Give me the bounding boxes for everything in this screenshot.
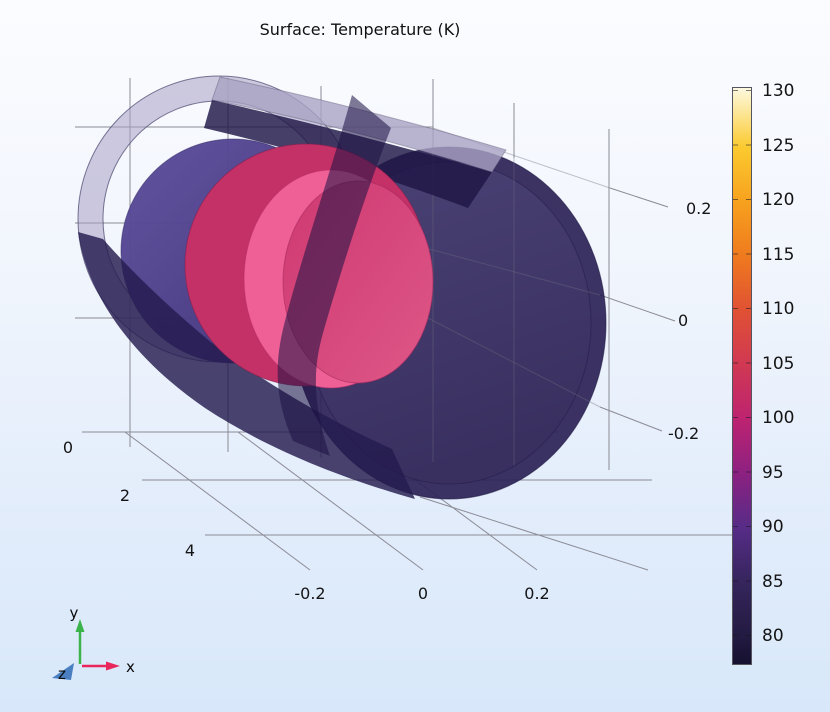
colorbar-tick-label: 95 [762,463,784,483]
z-axis-tick-label: 4 [185,541,195,560]
colorbar-tick-label: 85 [762,572,784,592]
colorbar-tick-label: 110 [762,299,795,319]
axis-labels: 0.2 0 -0.2 -0.2 0 0.2 0 2 4 [63,199,712,603]
z-axis-tick-label: 2 [120,486,130,505]
y-tick-line [599,294,676,322]
x-axis-tick-label: 0.2 [524,584,549,603]
y-axis-label: y [70,604,79,622]
y-axis-tick-label: 0 [678,311,688,330]
plot-title: Surface: Temperature (K) [259,20,461,39]
z-axis-tick-label: 0 [63,438,73,457]
colorbar-tick-label: 130 [762,81,795,101]
z-axis-marker-icon [52,663,74,680]
grid-line [237,431,424,571]
x-axis-arrowhead-icon [106,661,120,671]
outer-cylinder-side-wall [78,232,415,499]
grid-line [419,496,649,571]
model-geometry [77,75,611,500]
colorbar-labels: 130 125 120 115 110 105 100 95 90 85 80 [762,82,822,665]
grid-line [124,431,311,571]
colorbar-tick-label: 100 [762,408,795,428]
y-axis-tick-label: -0.2 [668,424,699,443]
orientation-indicator: y x z [52,604,135,683]
colorbar-tick-marks [733,90,738,638]
colorbar-tick-marks [746,90,751,638]
colorbar-tick-label: 120 [762,190,795,210]
colorbar-tick-label: 115 [762,245,795,265]
grid-line [427,317,601,408]
y-axis-tick-label: 0.2 [686,199,711,218]
x-axis-tick-label: -0.2 [294,584,325,603]
colorbar-tick-label: 90 [762,517,784,537]
outer-wall-shadow-band [277,95,391,456]
colorbar-tick-label: 80 [762,626,784,646]
z-axis-label: z [58,665,66,683]
x-axis-label: x [126,658,135,676]
x-axis-tick-label: 0 [418,584,428,603]
colorbar [732,87,752,665]
y-tick-line [609,187,669,208]
colorbar-tick-label: 105 [762,354,795,374]
y-axis-arrowhead-icon [75,619,85,632]
y-tick-line [599,406,663,432]
colorbar-tick-label: 125 [762,136,795,156]
